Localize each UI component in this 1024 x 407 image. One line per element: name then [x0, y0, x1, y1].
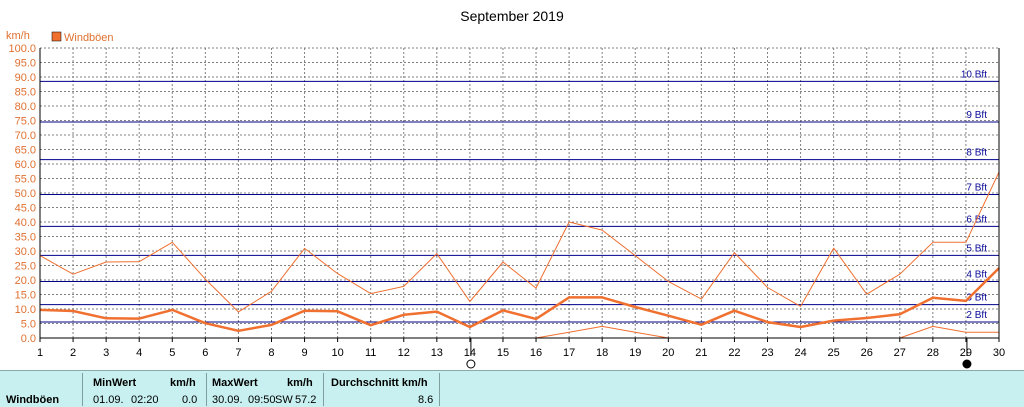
max-value: 57.2	[295, 394, 317, 406]
average-value: 8.6	[418, 394, 434, 406]
y-tick-label: 65.0	[15, 145, 36, 157]
beaufort-label: 10 Bft	[961, 69, 987, 80]
x-tick-label: 22	[728, 347, 740, 359]
x-tick-label: 23	[761, 347, 773, 359]
y-tick-label: 60.0	[15, 159, 36, 171]
x-tick-label: 3	[103, 347, 109, 359]
x-tick-label: 9	[301, 347, 307, 359]
x-tick-label: 28	[927, 347, 939, 359]
moon-markers	[466, 338, 972, 369]
y-tick-label: 80.0	[15, 101, 36, 113]
max-series-line	[39, 171, 1000, 313]
new-moon-icon	[962, 359, 972, 369]
y-tick-label: 15.0	[15, 290, 36, 302]
y-tick-label: 50.0	[15, 188, 36, 200]
separator	[439, 373, 440, 406]
y-tick-label: 70.0	[15, 130, 36, 142]
x-tick-label: 5	[169, 347, 175, 359]
x-tick-label: 1	[37, 347, 43, 359]
y-tick-label: 90.0	[15, 72, 36, 84]
y-tick-label: 85.0	[15, 87, 36, 99]
x-tick-label: 24	[794, 347, 806, 359]
y-tick-label: 0.0	[21, 333, 36, 345]
beaufort-label: 2 Bft	[966, 310, 987, 321]
average-header: Durchschnitt km/h	[331, 377, 428, 389]
x-tick-label: 13	[431, 347, 443, 359]
y-tick-label: 45.0	[15, 203, 36, 215]
x-tick-label: 4	[136, 347, 142, 359]
max-direction: SW	[275, 394, 293, 406]
x-tick-label: 30	[993, 347, 1005, 359]
chart-title: September 2019	[460, 8, 564, 24]
separator	[323, 373, 324, 406]
separator	[206, 373, 207, 406]
beaufort-label: 4 Bft	[966, 269, 987, 280]
y-tick-label: 25.0	[15, 261, 36, 273]
y-tick-label: 55.0	[15, 174, 36, 186]
max-date: 30.09.	[212, 394, 243, 406]
x-tick-label: 15	[497, 347, 509, 359]
min-date: 01.09.	[93, 394, 124, 406]
legend-label: Windböen	[64, 32, 114, 44]
y-tick-label: 20.0	[15, 275, 36, 287]
x-tick-label: 26	[861, 347, 873, 359]
legend-swatch	[51, 31, 62, 42]
x-tick-label: 19	[629, 347, 641, 359]
y-tick-label: 5.0	[21, 319, 36, 331]
statistics-panel: Windböen MinWert km/h 01.09. 02:20 0.0 M…	[0, 370, 1024, 407]
x-tick-label: 29	[960, 347, 972, 359]
y-tick-label: 35.0	[15, 232, 36, 244]
x-tick-label: 17	[563, 347, 575, 359]
max-unit: km/h	[287, 377, 313, 389]
x-tick-label: 2	[70, 347, 76, 359]
max-header: MaxWert	[212, 377, 258, 389]
beaufort-label: 5 Bft	[966, 243, 987, 254]
y-tick-label: 95.0	[15, 58, 36, 70]
beaufort-label: 9 Bft	[966, 110, 987, 121]
x-tick-label: 25	[828, 347, 840, 359]
x-tick-label: 7	[235, 347, 241, 359]
y-tick-label: 75.0	[15, 116, 36, 128]
x-tick-label: 8	[268, 347, 274, 359]
y-tick-label: 10.0	[15, 304, 36, 316]
beaufort-label: 8 Bft	[966, 148, 987, 159]
x-tick-label: 20	[662, 347, 674, 359]
beaufort-label: 7 Bft	[966, 182, 987, 193]
mean-series-line	[39, 267, 1000, 333]
wind-gust-chart: September 2019 km/h Windböen 2 Bft 3 Bft 4…	[6, 8, 1005, 369]
y-axis-unit: km/h	[6, 30, 30, 42]
separator	[82, 373, 83, 406]
min-header: MinWert	[93, 377, 137, 389]
min-value: 0.0	[182, 394, 198, 406]
grid	[40, 47, 999, 338]
x-tick-label: 18	[596, 347, 608, 359]
x-tick-label: 16	[530, 347, 542, 359]
x-tick-label: 27	[894, 347, 906, 359]
x-tick-label: 6	[202, 347, 208, 359]
x-tick-label: 12	[398, 347, 410, 359]
stats-row-label: Windböen	[6, 394, 60, 406]
axes: 0.0 5.0 10.0 15.0 20.0 25.0 30.0 35.0 40.0 45.0 50…	[8, 43, 1005, 359]
min-time: 02:20	[131, 394, 159, 406]
plot-area	[40, 48, 999, 338]
max-time: 09:50	[248, 394, 276, 406]
y-tick-label: 100.0	[8, 43, 36, 55]
y-tick-label: 40.0	[15, 217, 36, 229]
x-tick-label: 11	[365, 347, 376, 359]
full-moon-icon	[466, 359, 476, 369]
x-tick-label: 10	[331, 347, 343, 359]
beaufort-label: 3 Bft	[966, 293, 987, 304]
x-tick-label: 14	[464, 347, 476, 359]
y-tick-label: 30.0	[15, 246, 36, 258]
min-unit: km/h	[170, 377, 196, 389]
x-tick-label: 21	[695, 347, 707, 359]
